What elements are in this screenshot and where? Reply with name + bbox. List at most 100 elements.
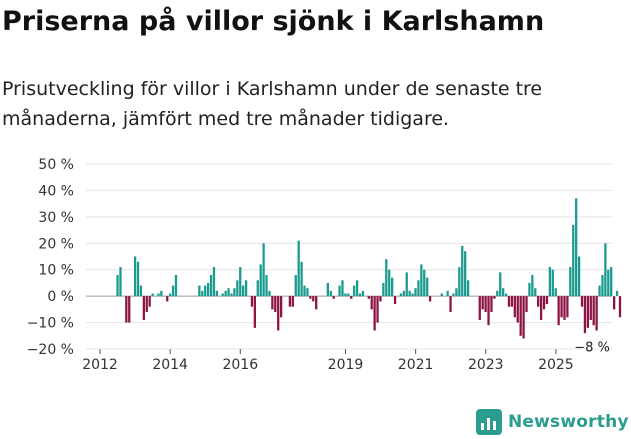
x-tick-label: 2025 <box>538 357 574 373</box>
data-bar <box>577 256 581 297</box>
data-bar <box>499 272 502 297</box>
data-bar <box>206 282 210 297</box>
data-bar <box>303 285 306 297</box>
data-bar <box>233 288 236 297</box>
data-bar <box>221 293 224 297</box>
data-bar <box>279 296 283 318</box>
data-bar <box>417 280 420 297</box>
data-bar <box>347 293 350 297</box>
price-change-bar-chart: −20 % −10 % 0 % 10 % 20 % 30 % 40 % 50 % 2012 201… <box>27 157 622 373</box>
y-tick-label: 50 % <box>38 157 74 173</box>
x-tick-label: 2012 <box>82 357 118 373</box>
y-tick-label: 40 % <box>38 183 74 199</box>
data-bar <box>566 296 569 318</box>
data-bar <box>575 198 578 297</box>
data-bar <box>554 288 557 297</box>
data-bar <box>466 280 470 297</box>
data-bar <box>291 296 294 307</box>
data-bar <box>388 269 391 297</box>
data-bar <box>256 280 259 297</box>
data-bar <box>136 261 140 297</box>
data-bar <box>504 293 508 297</box>
data-bar <box>294 275 297 297</box>
data-bar <box>583 296 587 334</box>
data-bar <box>534 288 537 297</box>
data-bar <box>501 288 505 297</box>
data-bar <box>288 296 292 307</box>
y-tick-label: −20 % <box>27 342 74 358</box>
y-tick-label: 20 % <box>38 236 74 252</box>
data-bar <box>274 296 277 312</box>
data-bar <box>390 277 394 297</box>
data-bar <box>487 296 490 326</box>
data-bar <box>592 296 595 326</box>
data-bar <box>262 243 265 297</box>
x-tick-label: 2021 <box>398 357 434 373</box>
data-bar <box>116 275 119 297</box>
data-bar <box>519 296 522 336</box>
data-bar <box>338 285 341 297</box>
data-bar <box>408 290 411 297</box>
data-bar <box>569 267 572 297</box>
data-bar <box>399 293 403 297</box>
data-bar <box>268 290 271 297</box>
data-bar <box>507 296 511 307</box>
data-bar <box>484 296 487 312</box>
data-bar <box>572 224 575 297</box>
data-bar <box>300 261 303 297</box>
data-bar <box>402 290 405 297</box>
data-bar <box>420 264 423 297</box>
data-bar <box>598 285 601 297</box>
data-bar <box>250 296 254 307</box>
data-bar <box>461 245 464 297</box>
data-bar <box>265 275 268 297</box>
data-bar <box>174 275 178 297</box>
data-bar <box>548 267 552 297</box>
data-bar <box>522 296 525 339</box>
data-bar <box>458 267 461 297</box>
data-bar <box>376 296 379 323</box>
data-bar <box>145 296 148 312</box>
y-tick-label: −10 % <box>27 316 74 332</box>
data-bar <box>157 293 160 297</box>
data-bar <box>612 296 616 310</box>
data-bar <box>244 280 248 297</box>
data-bar <box>350 296 353 299</box>
data-bar <box>610 267 613 297</box>
data-bar <box>607 269 610 297</box>
data-bar <box>589 296 592 320</box>
data-bar <box>166 296 169 302</box>
data-bar <box>309 296 312 299</box>
data-bar <box>478 296 481 320</box>
data-bar <box>385 259 388 297</box>
data-bar <box>297 240 300 297</box>
data-bar <box>490 296 493 312</box>
data-bar <box>367 296 370 299</box>
data-bar <box>326 282 330 297</box>
data-bar <box>344 293 347 297</box>
data-bar <box>361 290 365 297</box>
data-bar <box>560 296 563 318</box>
data-bar <box>382 282 385 297</box>
data-bar <box>204 285 207 297</box>
data-bar <box>414 288 417 297</box>
data-bar <box>493 296 496 299</box>
data-bar <box>618 296 622 318</box>
data-bar <box>358 293 362 297</box>
data-bar <box>551 269 554 297</box>
data-bar <box>230 293 233 297</box>
data-bar <box>510 296 514 307</box>
data-bar <box>393 296 397 305</box>
x-tick-label: 2019 <box>328 357 364 373</box>
data-bar <box>212 267 216 297</box>
data-bar <box>119 267 122 297</box>
bar-chart-icon <box>476 409 502 435</box>
data-bar <box>168 293 172 297</box>
data-bar <box>198 285 201 297</box>
page-title: Priserna på villor sjönk i Karlshamn <box>2 6 545 37</box>
data-bar <box>253 296 256 328</box>
data-bar <box>332 296 335 299</box>
newsworthy-logo: Newsworthy <box>476 408 629 436</box>
y-tick-label: 0 % <box>47 289 74 305</box>
data-bar <box>171 285 175 297</box>
